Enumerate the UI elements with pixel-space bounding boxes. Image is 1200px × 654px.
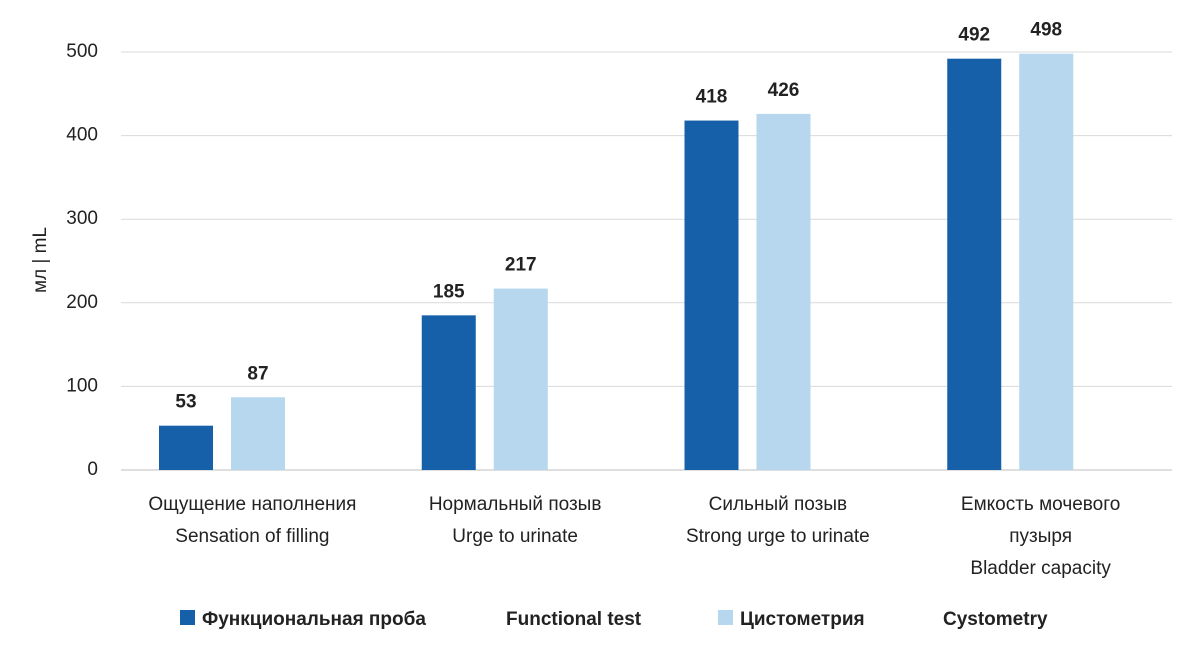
- y-tick-label: 0: [87, 459, 98, 480]
- x-tick-label: Ощущение наполнения: [148, 494, 356, 515]
- x-tick-label: Сильный позыв: [709, 494, 847, 515]
- y-tick-label: 100: [66, 375, 98, 396]
- data-label: 87: [247, 363, 268, 384]
- legend-label: Функциональная проба: [202, 609, 426, 630]
- y-tick-label: 200: [66, 292, 98, 313]
- bar: [947, 58, 1002, 471]
- bar: [231, 397, 285, 470]
- x-tick-label: Bladder capacity: [970, 558, 1111, 579]
- data-label: 217: [505, 255, 537, 276]
- data-label: 185: [433, 281, 465, 302]
- data-label: 426: [768, 80, 800, 101]
- data-label: 498: [1030, 20, 1062, 41]
- x-tick-label: пузыря: [1009, 526, 1072, 547]
- legend: Функциональная проба Цистометрия Functiona…: [180, 609, 1048, 630]
- x-tick-label: Емкость мочевого: [961, 494, 1120, 515]
- bar: [684, 120, 739, 470]
- legend-label-en: Functional test: [506, 609, 642, 630]
- bar: [421, 315, 476, 470]
- data-label: 492: [958, 25, 990, 46]
- data-label: 53: [175, 392, 196, 413]
- data-label: 418: [696, 87, 728, 108]
- x-tick-label: Sensation of filling: [175, 526, 329, 547]
- bar: [756, 113, 811, 470]
- y-tick-label: 500: [66, 41, 98, 62]
- legend-label: Цистометрия: [740, 609, 865, 630]
- y-tick-label: 300: [66, 208, 98, 229]
- y-axis-title: мл | mL: [30, 227, 51, 293]
- bar: [159, 425, 213, 470]
- legend-swatch: [718, 610, 733, 625]
- bar: [1019, 53, 1074, 471]
- x-tick-label: Нормальный позыв: [429, 494, 602, 515]
- x-tick-label: Strong urge to urinate: [686, 526, 870, 547]
- legend-label-en: Cystometry: [943, 609, 1048, 630]
- y-tick-label: 400: [66, 125, 98, 146]
- legend-swatch: [180, 610, 195, 625]
- bar: [493, 288, 548, 470]
- x-tick-label: Urge to urinate: [452, 526, 578, 547]
